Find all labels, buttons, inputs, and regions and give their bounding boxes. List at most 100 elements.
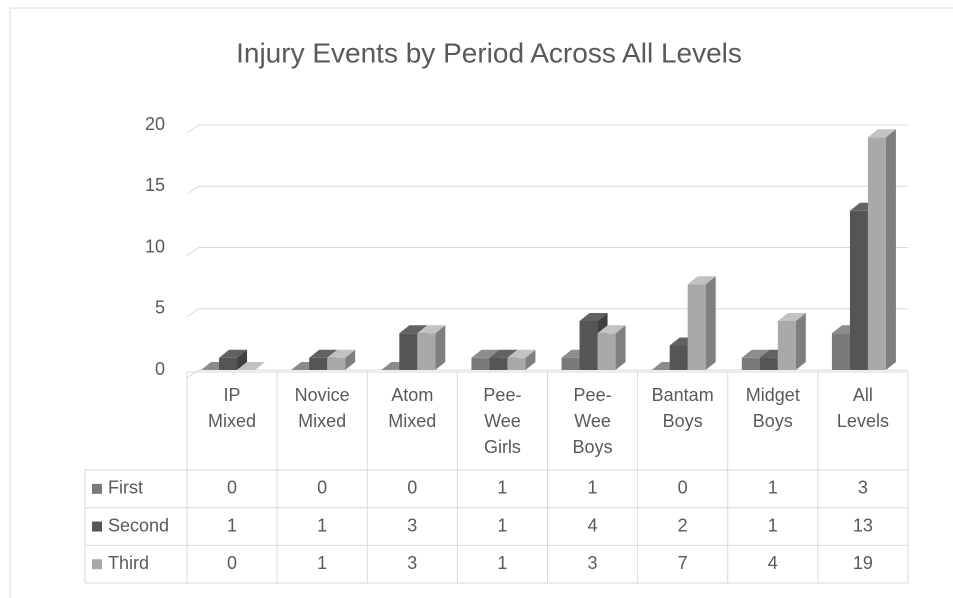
x-tick-label: Atom Mixed [388, 385, 436, 431]
bar-front [471, 357, 490, 370]
x-tick-label: Bantam Boys [652, 385, 714, 431]
bar-front [831, 333, 850, 370]
x-tick-label: Pee-Wee Boys [573, 385, 613, 457]
y-tick-label: 10 [145, 236, 165, 256]
bar-front [777, 321, 796, 370]
grid-line [186, 124, 908, 134]
table-value: 1 [317, 515, 327, 535]
table-value: 1 [768, 478, 778, 498]
bar-front [417, 333, 436, 370]
bar-front [669, 345, 688, 370]
legend-label: First [108, 478, 143, 498]
table-value: 1 [497, 478, 507, 498]
bar [777, 313, 806, 370]
bar-top [417, 325, 446, 334]
table-value: 2 [678, 515, 688, 535]
table-value: 0 [407, 478, 417, 498]
table-value: 4 [768, 553, 778, 573]
bar-top [777, 313, 806, 321]
bar [219, 349, 248, 370]
bar-top [489, 349, 518, 358]
bar-top [687, 276, 716, 285]
bar-top [597, 325, 626, 334]
bar-front [849, 210, 868, 370]
bar [237, 362, 266, 370]
table-value: 1 [497, 515, 507, 535]
x-tick-label: IP Mixed [208, 385, 256, 431]
grid-line [186, 185, 908, 195]
y-tick-label: 5 [155, 298, 165, 318]
bar-front [327, 357, 346, 370]
table-value: 0 [227, 553, 237, 573]
table-value: 4 [588, 515, 598, 535]
table-value: 0 [678, 478, 688, 498]
bar-front [741, 357, 760, 370]
table-value: 3 [858, 478, 868, 498]
bar-side [705, 276, 716, 370]
bar-top [867, 129, 896, 138]
table-value: 13 [853, 515, 873, 535]
bar-top [507, 349, 536, 358]
bar [327, 349, 356, 370]
bar-front [489, 357, 508, 370]
bar-front [579, 321, 598, 370]
bar-side [615, 325, 626, 370]
bar-front [219, 357, 238, 370]
bar-front [597, 333, 616, 370]
table-value: 1 [227, 515, 237, 535]
bar [687, 276, 716, 370]
legend-label: Second [108, 515, 169, 535]
table-value: 19 [853, 553, 873, 573]
bar-top [309, 349, 338, 358]
bar-front [561, 357, 580, 370]
bar-side [237, 349, 248, 370]
table-value: 3 [407, 553, 417, 573]
x-tick-label: Novice Mixed [295, 385, 350, 431]
x-tick-label: Pee-Wee Girls [483, 385, 521, 457]
bar [597, 325, 626, 370]
table-value: 1 [588, 478, 598, 498]
y-tick-label: 20 [145, 114, 165, 134]
bar-side [885, 129, 896, 370]
y-tick-label: 15 [145, 175, 165, 195]
bar-top [579, 313, 608, 321]
bar [867, 129, 896, 370]
bar-front [759, 357, 778, 370]
chart-title: Injury Events by Period Across All Level… [236, 37, 742, 68]
legend-swatch [92, 559, 102, 570]
legend-swatch [92, 483, 102, 494]
table-value: 3 [407, 515, 417, 535]
x-tick-label: Midget Boys [746, 385, 800, 431]
y-tick-label: 0 [155, 359, 165, 379]
legend-swatch [92, 521, 102, 532]
bar-front [309, 357, 328, 370]
bar-top [471, 349, 500, 358]
bar-side [525, 349, 536, 370]
bar [507, 349, 536, 370]
x-tick-label: All Levels [837, 385, 889, 431]
bar-front [507, 357, 526, 370]
bar-top [237, 362, 266, 370]
grid-line [186, 308, 908, 318]
table-value: 1 [768, 515, 778, 535]
bar-front [399, 333, 418, 370]
bar-side [345, 349, 356, 370]
table-value: 0 [317, 478, 327, 498]
table-value: 3 [588, 553, 598, 573]
bar-top [399, 325, 428, 334]
bar-side [435, 325, 446, 370]
bar [417, 325, 446, 370]
table-value: 7 [678, 553, 688, 573]
bar-front [687, 284, 706, 370]
chart-border [9, 7, 953, 598]
bar-top [741, 349, 770, 358]
table-value: 0 [227, 478, 237, 498]
legend-label: Third [108, 553, 149, 573]
bar-side [795, 313, 806, 370]
table-value: 1 [497, 553, 507, 573]
table-value: 1 [317, 553, 327, 573]
grid-line [186, 247, 908, 256]
bar-front [867, 137, 886, 370]
bar-top [219, 349, 248, 358]
